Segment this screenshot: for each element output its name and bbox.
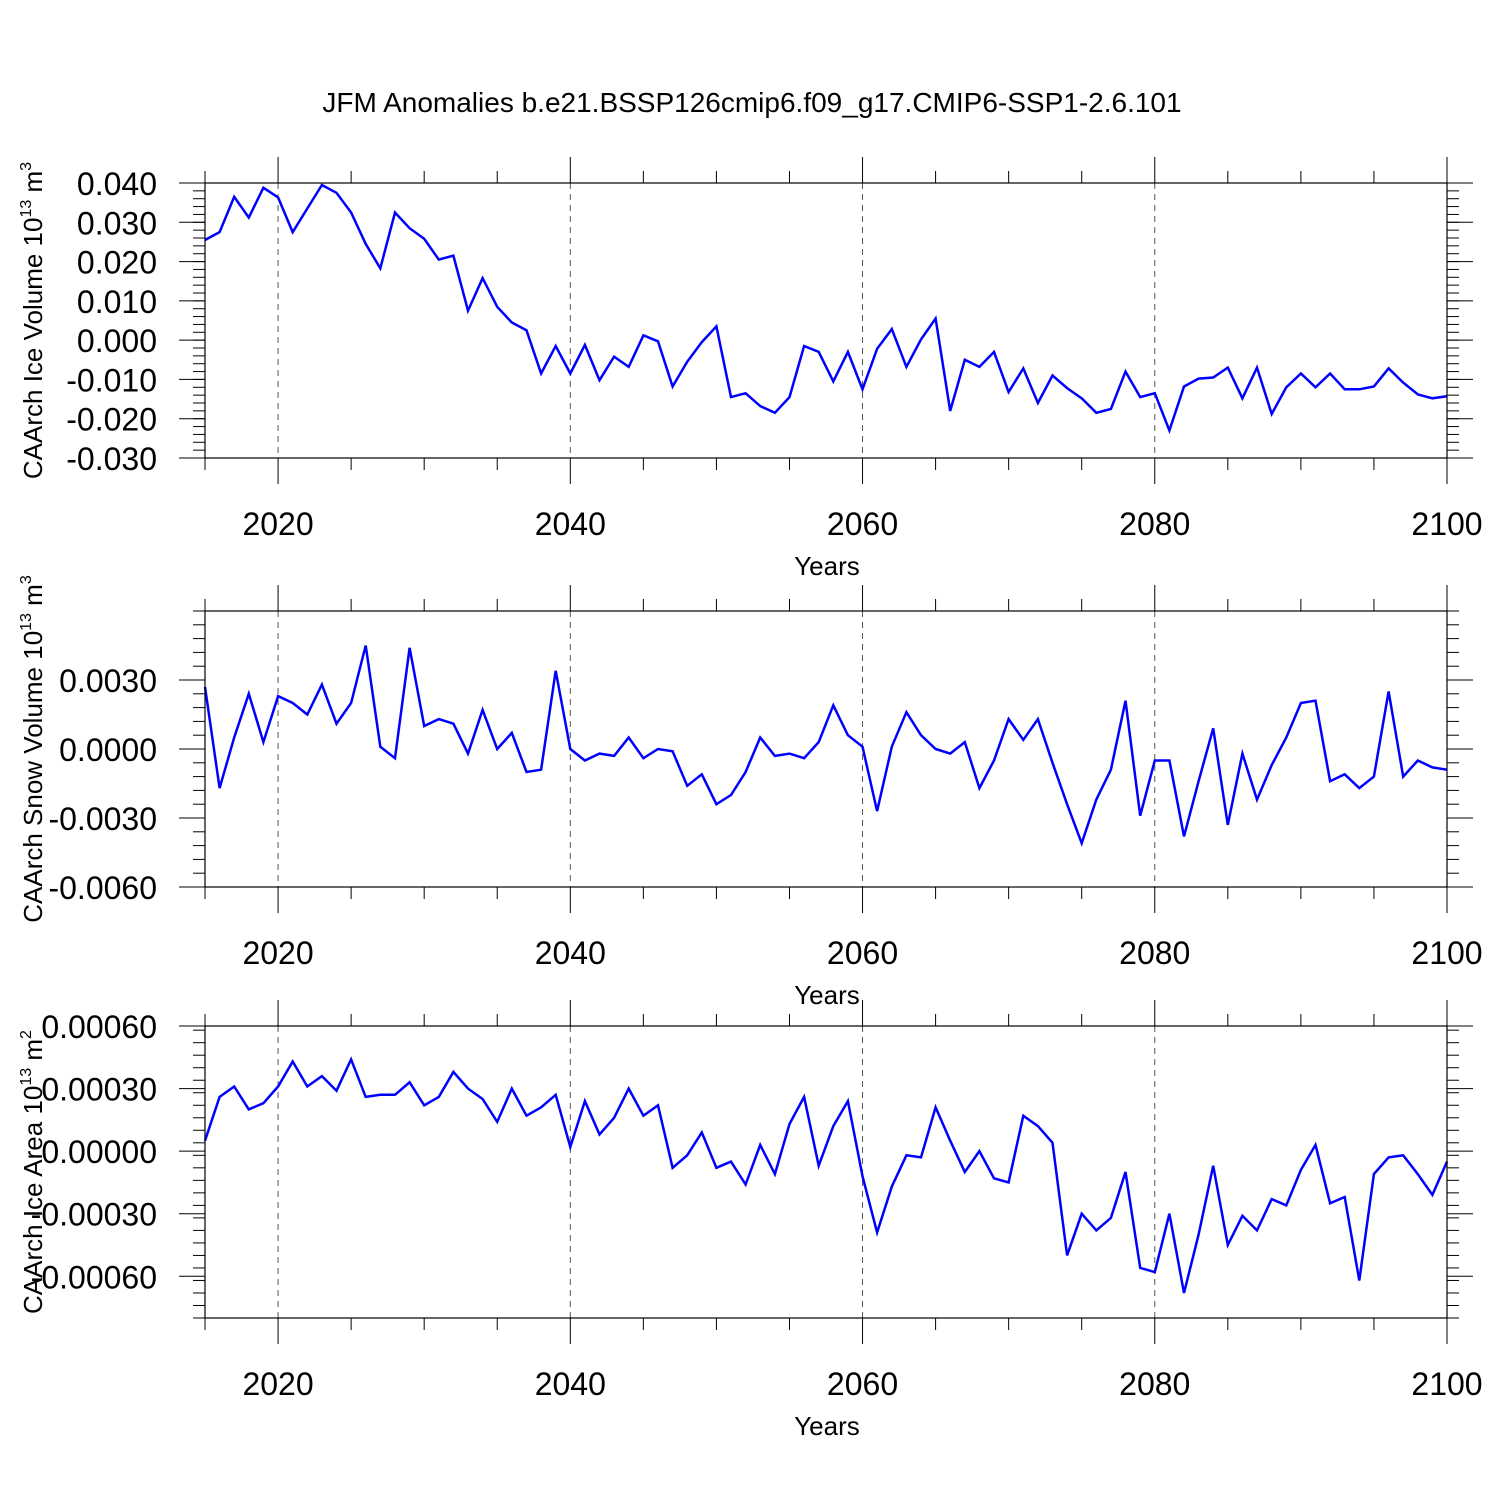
x-tick-label: 2080 [1119, 506, 1190, 542]
y-tick-label: 0.040 [77, 166, 157, 202]
panel-ice-area-grid [277, 1026, 1156, 1318]
panel-ice-area-tick-labels: 2020 2040 2060 2080 2100 0.00060 0.00030 0.0000… [31, 1009, 1483, 1402]
y-tick-label: 0.0030 [59, 663, 157, 699]
snow-volume-x-axis-label: Years [794, 980, 860, 1010]
y-tick-label: 0.0000 [59, 732, 157, 768]
x-tick-label: 2080 [1119, 1366, 1190, 1402]
ice-area-y-label-unit: m [18, 1039, 48, 1061]
ice-volume-x-axis-label: Years [794, 551, 860, 581]
x-tick-label: 2060 [827, 1366, 898, 1402]
snow-volume-y-label-text: CAArch Snow Volume 10 [18, 631, 48, 923]
x-tick-label: 2020 [242, 506, 313, 542]
x-tick-label: 2080 [1119, 935, 1190, 971]
y-tick-label: 0.000 [77, 323, 157, 359]
y-tick-label: -0.0060 [48, 870, 157, 906]
ice-area-y-label-text: CAArch Ice Area 10 [18, 1086, 48, 1314]
y-tick-label: -0.020 [66, 402, 157, 438]
ice-volume-y-label-unit-exponent: 3 [18, 162, 35, 171]
y-tick-label: 0.00000 [41, 1134, 157, 1170]
panel-snow-volume-frame [204, 610, 1448, 888]
x-tick-label: 2100 [1411, 506, 1482, 542]
panel-ice-volume-grid [277, 183, 1156, 458]
ice-area-y-label-exponent: 13 [18, 1068, 35, 1086]
x-tick-label: 2040 [535, 935, 606, 971]
y-tick-label: 0.00060 [41, 1009, 157, 1045]
panel-snow-volume-tick-labels: 2020 2040 2060 2080 2100 0.0030 0.0000 -0.0030 -… [48, 663, 1482, 971]
x-tick-label: 2100 [1411, 935, 1482, 971]
ice-area-series-line [203, 1056, 1449, 1294]
ice-volume-y-axis-label: CAArch Ice Volume 1013 m3 [18, 162, 48, 479]
ice-volume-y-label-text: CAArch Ice Volume 10 [18, 218, 48, 480]
y-tick-label: -0.0030 [48, 801, 157, 837]
ice-volume-series-line [204, 183, 1448, 435]
y-tick-label: -0.030 [66, 441, 157, 477]
y-tick-label: 0.00030 [41, 1072, 157, 1108]
x-tick-label: 2020 [242, 1366, 313, 1402]
panel-ice-area-ticks [179, 1000, 1473, 1344]
x-tick-label: 2100 [1411, 1366, 1482, 1402]
y-tick-label: 0.030 [77, 205, 157, 241]
snow-volume-series-line [203, 645, 1448, 848]
y-tick-label: -0.00060 [31, 1259, 157, 1295]
panel-ice-volume-frame [204, 182, 1448, 459]
snow-volume-y-axis-label: CAArch Snow Volume 1013 m3 [18, 575, 48, 923]
snow-volume-y-label-unit-exponent: 3 [18, 575, 35, 584]
snow-volume-y-label-unit: m [18, 584, 48, 606]
chart-title: JFM Anomalies b.e21.BSSP126cmip6.f09_g17… [322, 87, 1181, 118]
panel-ice-area-frame [204, 1025, 1448, 1319]
snow-volume-y-label-exponent: 13 [18, 613, 35, 631]
panel-snow-volume: 2020 2040 2060 2080 2100 0.0030 0.0000 -0.0030 -… [18, 575, 1483, 1010]
y-tick-label: 0.020 [77, 245, 157, 281]
x-tick-label: 2060 [827, 935, 898, 971]
ice-area-y-label-unit-exponent: 2 [18, 1030, 35, 1039]
ice-area-y-axis-label: CAArch Ice Area 1013 m2 [18, 1030, 48, 1314]
ice-volume-y-label-unit: m [18, 171, 48, 193]
panel-ice-area: 2020 2040 2060 2080 2100 0.00060 0.00030 0.0000… [18, 1000, 1483, 1441]
x-tick-label: 2060 [827, 506, 898, 542]
panel-ice-volume-ticks [179, 157, 1473, 484]
ice-area-x-axis-label: Years [794, 1411, 860, 1441]
y-tick-label: 0.010 [77, 284, 157, 320]
panel-snow-volume-ticks [179, 585, 1473, 913]
x-tick-label: 2040 [535, 506, 606, 542]
y-tick-label: -0.00030 [31, 1197, 157, 1233]
y-tick-label: -0.010 [66, 362, 157, 398]
x-tick-label: 2020 [242, 935, 313, 971]
x-tick-label: 2040 [535, 1366, 606, 1402]
ice-volume-y-label-exponent: 13 [18, 200, 35, 218]
